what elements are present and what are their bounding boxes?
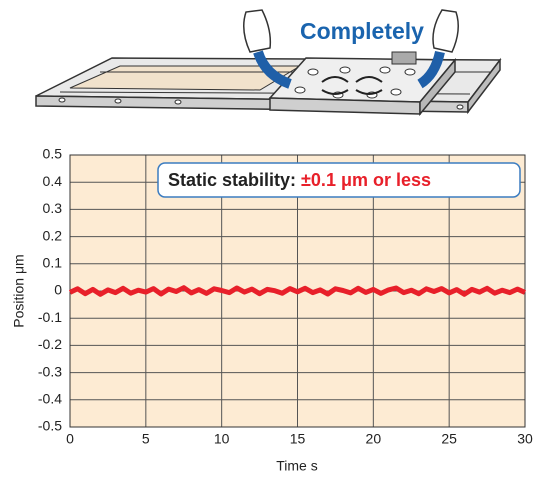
x-tick-label: 25 <box>441 431 457 447</box>
x-tick-label: 5 <box>142 431 150 447</box>
x-tick-label: 10 <box>214 431 230 447</box>
stage-illustration <box>35 9 502 117</box>
y-tick-label: -0.1 <box>38 309 62 325</box>
y-tick-label: -0.3 <box>38 363 62 379</box>
y-tick-label: 0 <box>54 282 62 298</box>
y-tick-label: 0.2 <box>43 227 63 243</box>
x-tick-label: 30 <box>517 431 533 447</box>
y-tick-label: 0.4 <box>43 173 63 189</box>
position-line <box>68 285 526 297</box>
x-tick-label: 15 <box>290 431 306 447</box>
annotation-box <box>157 162 521 198</box>
y-tick-label: 0.3 <box>43 200 63 216</box>
x-axis-label: Time s <box>276 458 317 474</box>
annotation-label: Static stability: ±0.1 μm or less <box>168 170 431 190</box>
chart-title: Completely <box>300 18 424 44</box>
y-tick-label: 0.1 <box>43 255 63 271</box>
annotation-highlight: ±0.1 μm or less <box>301 170 431 190</box>
annotation-label-text: Static stability: <box>168 170 296 190</box>
y-tick-label: -0.5 <box>38 418 62 434</box>
y-tick-label: 0.5 <box>43 146 63 162</box>
y-axis-label: Position μm <box>11 254 27 327</box>
y-tick-label: -0.2 <box>38 336 62 352</box>
x-tick-label: 0 <box>66 431 74 447</box>
x-tick-label: 20 <box>366 431 382 447</box>
y-tick-label: -0.4 <box>38 391 62 407</box>
